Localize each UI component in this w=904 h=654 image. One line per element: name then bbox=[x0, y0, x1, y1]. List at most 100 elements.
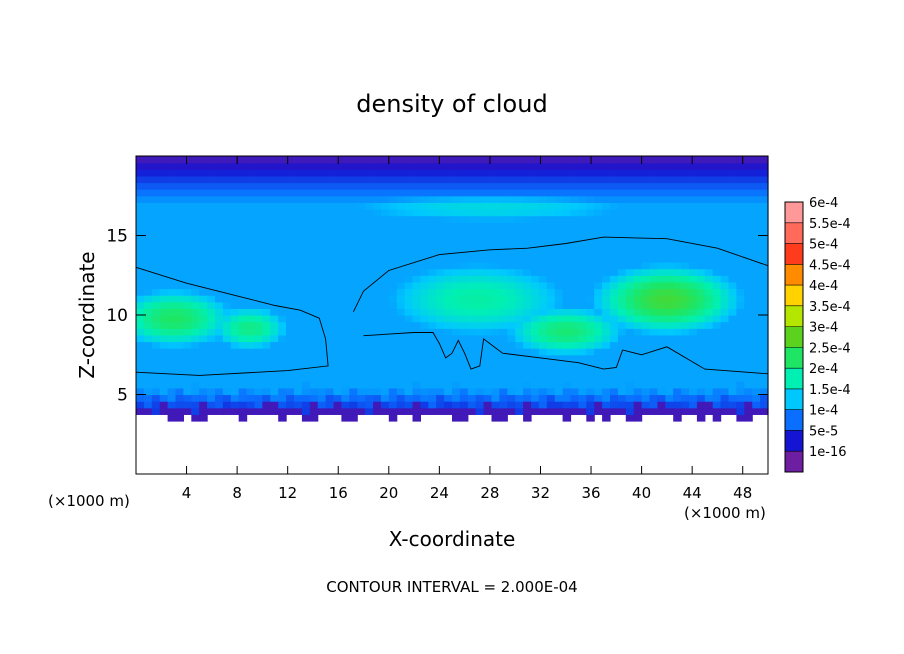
heat-cell bbox=[586, 169, 595, 177]
heat-cell bbox=[396, 348, 406, 356]
heat-cell bbox=[143, 315, 153, 323]
heat-cell bbox=[238, 387, 248, 396]
heat-cell bbox=[681, 235, 690, 243]
heat-cell bbox=[159, 202, 169, 210]
colorbar-label: 2e-4 bbox=[809, 362, 838, 377]
heat-cell bbox=[594, 235, 603, 243]
heat-cell bbox=[262, 202, 271, 210]
heat-cell bbox=[570, 228, 579, 237]
heat-cell bbox=[230, 222, 240, 230]
heat-cell bbox=[222, 354, 232, 362]
heat-cell bbox=[586, 209, 595, 217]
heat-cell bbox=[301, 381, 311, 389]
heat-cell bbox=[625, 268, 635, 276]
heat-cell bbox=[262, 195, 271, 203]
heat-cell bbox=[744, 195, 753, 203]
heat-cell bbox=[586, 262, 595, 270]
heat-cell bbox=[420, 162, 429, 170]
heat-cell bbox=[286, 341, 295, 349]
heat-cell bbox=[499, 262, 508, 270]
heat-cell bbox=[199, 295, 208, 303]
heat-cell bbox=[467, 255, 477, 263]
heat-cell bbox=[167, 215, 177, 223]
heat-cell bbox=[222, 374, 232, 382]
heat-cell bbox=[222, 328, 232, 336]
heat-cell bbox=[602, 175, 611, 184]
heat-cell bbox=[633, 162, 643, 170]
heat-cell bbox=[309, 414, 319, 422]
heat-cell bbox=[704, 189, 714, 197]
heat-cell bbox=[262, 407, 271, 415]
heat-cell bbox=[309, 368, 319, 376]
heat-cell bbox=[325, 228, 335, 237]
heat-cell bbox=[681, 295, 690, 303]
heat-cell bbox=[436, 368, 445, 376]
heat-cell bbox=[444, 301, 453, 309]
heat-cell bbox=[760, 387, 769, 396]
heat-cell bbox=[317, 368, 327, 376]
heat-cell bbox=[546, 328, 556, 336]
heat-cell bbox=[167, 387, 177, 396]
heat-cell bbox=[396, 235, 406, 243]
heat-cell bbox=[586, 288, 595, 296]
heat-cell bbox=[420, 262, 429, 270]
heat-cell bbox=[633, 235, 643, 243]
heat-cell bbox=[538, 315, 548, 323]
heat-cell bbox=[207, 368, 216, 376]
heat-cell bbox=[294, 288, 303, 296]
heat-cell bbox=[602, 228, 611, 237]
heat-cell bbox=[349, 361, 358, 369]
heat-cell bbox=[736, 401, 745, 409]
heat-cell bbox=[728, 262, 737, 270]
heat-cell bbox=[467, 401, 477, 409]
heat-cell bbox=[704, 275, 714, 283]
heat-cell bbox=[554, 348, 564, 356]
heat-cell bbox=[143, 182, 153, 190]
heat-cell bbox=[167, 301, 177, 309]
heat-cell bbox=[681, 169, 690, 177]
heat-cell bbox=[570, 315, 579, 323]
heat-cell bbox=[246, 334, 256, 343]
heat-cell bbox=[744, 328, 753, 336]
heat-cell bbox=[523, 255, 532, 263]
heat-cell bbox=[515, 348, 524, 356]
heat-cell bbox=[191, 189, 200, 197]
heat-cell bbox=[380, 242, 390, 250]
heat-cell bbox=[696, 348, 706, 356]
heat-cell bbox=[230, 228, 240, 237]
heat-cell bbox=[570, 394, 579, 402]
heat-cell bbox=[215, 262, 224, 270]
heat-cell bbox=[507, 262, 516, 270]
heat-cell bbox=[641, 308, 651, 316]
heat-cell bbox=[483, 222, 493, 230]
heat-cell bbox=[704, 222, 714, 230]
heat-cell bbox=[404, 162, 414, 170]
heat-cell bbox=[357, 242, 366, 250]
heat-cell bbox=[649, 255, 658, 263]
heat-cell bbox=[341, 162, 350, 170]
heat-cell bbox=[515, 189, 524, 197]
heat-cell bbox=[373, 156, 382, 164]
heat-cell bbox=[325, 381, 335, 389]
heat-cell bbox=[744, 315, 753, 323]
heat-cell bbox=[728, 242, 737, 250]
heat-cell bbox=[744, 222, 753, 230]
heat-cell bbox=[136, 235, 145, 243]
heat-cell bbox=[333, 328, 342, 336]
heat-cell bbox=[681, 354, 690, 362]
x-tick-label: 24 bbox=[430, 484, 449, 502]
heat-cell bbox=[554, 189, 564, 197]
heat-cell bbox=[531, 268, 540, 276]
heat-cell bbox=[610, 308, 619, 316]
heat-cell bbox=[317, 301, 327, 309]
heat-cell bbox=[523, 288, 532, 296]
heat-cell bbox=[728, 189, 737, 197]
heat-cell bbox=[136, 348, 145, 356]
heat-cell bbox=[396, 407, 406, 415]
heat-cell bbox=[523, 374, 532, 382]
heat-cell bbox=[570, 156, 579, 164]
heat-cell bbox=[207, 407, 216, 415]
heat-cell bbox=[554, 248, 564, 256]
heat-cell bbox=[570, 169, 579, 177]
heat-cell bbox=[420, 354, 429, 362]
